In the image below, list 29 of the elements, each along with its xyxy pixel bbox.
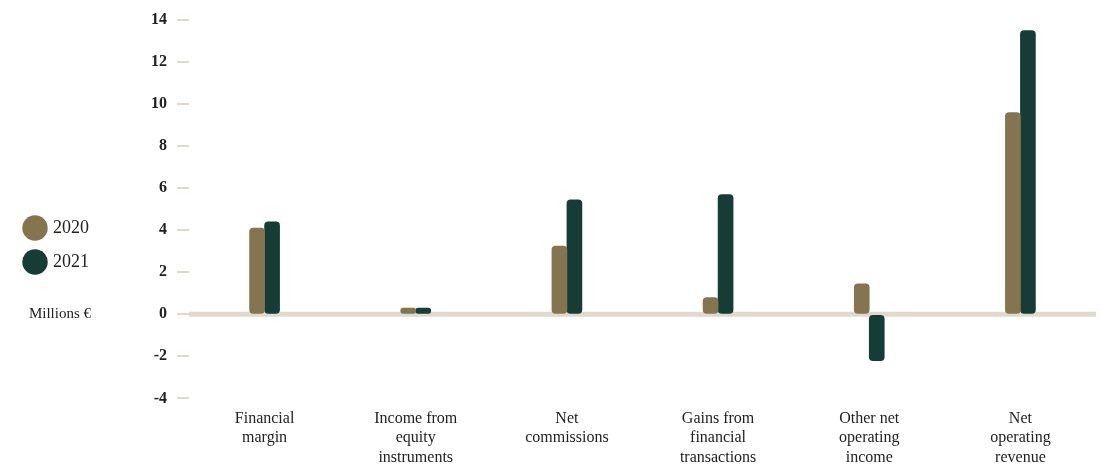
y-tick-label: 8: [159, 136, 167, 154]
bar: [566, 199, 583, 314]
bar: [853, 283, 870, 314]
y-axis-title: Millions €: [28, 305, 92, 322]
bar: [249, 227, 265, 314]
y-tick-label: -2: [153, 346, 167, 364]
bar: [702, 297, 719, 314]
y-tick-label: 2: [159, 262, 167, 280]
x-tick-label: Financial margin: [234, 409, 295, 447]
x-tick-label: Net operating revenue: [990, 409, 1051, 465]
legend-label: 2021: [53, 250, 89, 271]
x-tick-label: Gains from financial transactions: [679, 409, 757, 465]
legend-label: 2020: [53, 216, 89, 237]
bar: [551, 245, 568, 314]
x-tick-label: Net commissions: [525, 409, 609, 446]
y-tick-label: 12: [151, 52, 167, 70]
y-tick-label: 4: [159, 220, 167, 238]
y-tick-label: 10: [151, 94, 167, 112]
x-tick-label: Other net operating income: [839, 409, 900, 465]
bar: [1020, 30, 1036, 314]
y-tick-label: 0: [159, 304, 167, 322]
y-tick-label: 14: [151, 10, 167, 28]
x-tick-label: Income from equity instruments: [374, 409, 458, 465]
bar: [264, 221, 280, 314]
bar: [868, 314, 885, 361]
bar: [1005, 112, 1021, 314]
y-tick-label: -4: [153, 388, 167, 406]
bar: [717, 194, 734, 314]
y-tick-label: 6: [159, 178, 167, 196]
